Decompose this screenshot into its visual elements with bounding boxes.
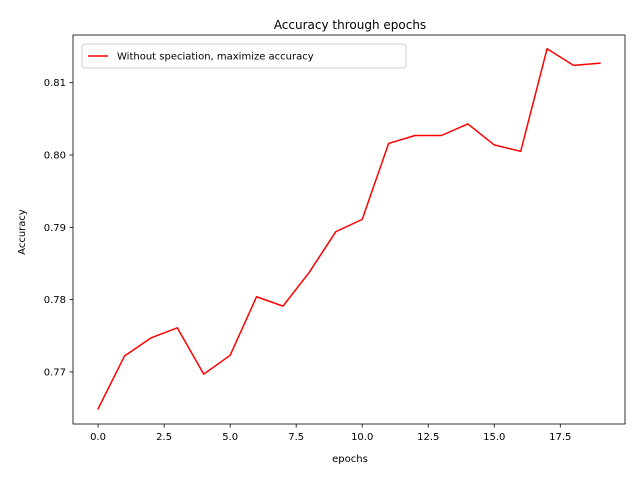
x-axis-ticks: 0.0 2.5 5.0 7.5 10.0 12.5 15.0 17.5 <box>90 424 571 443</box>
legend: Without speciation, maximize accuracy <box>81 43 407 69</box>
y-tick-label: 0.79 <box>44 223 66 234</box>
y-tick-label: 0.80 <box>44 151 66 162</box>
y-tick-label: 0.77 <box>44 367 66 378</box>
x-tick-label: 2.5 <box>156 432 172 443</box>
series-line <box>97 47 601 410</box>
y-tick-label: 0.81 <box>44 78 66 89</box>
y-axis-label: Accuracy <box>17 209 28 255</box>
series-lines <box>97 47 601 410</box>
x-axis-label: epochs <box>332 454 368 465</box>
x-tick-label: 17.5 <box>549 432 571 443</box>
x-tick-label: 7.5 <box>288 432 304 443</box>
plot-frame <box>72 34 626 425</box>
y-axis-ticks: 0.77 0.78 0.79 0.80 0.81 <box>44 78 73 378</box>
x-tick-label: 12.5 <box>417 432 439 443</box>
x-tick-label: 10.0 <box>351 432 373 443</box>
legend-box <box>81 43 407 69</box>
chart-title: Accuracy through epochs <box>274 18 426 32</box>
x-tick-label: 5.0 <box>222 432 238 443</box>
x-tick-label: 15.0 <box>483 432 505 443</box>
y-tick-label: 0.78 <box>44 295 66 306</box>
plot-area <box>72 34 626 425</box>
legend-label: Without speciation, maximize accuracy <box>117 52 314 63</box>
x-tick-label: 0.0 <box>90 432 106 443</box>
